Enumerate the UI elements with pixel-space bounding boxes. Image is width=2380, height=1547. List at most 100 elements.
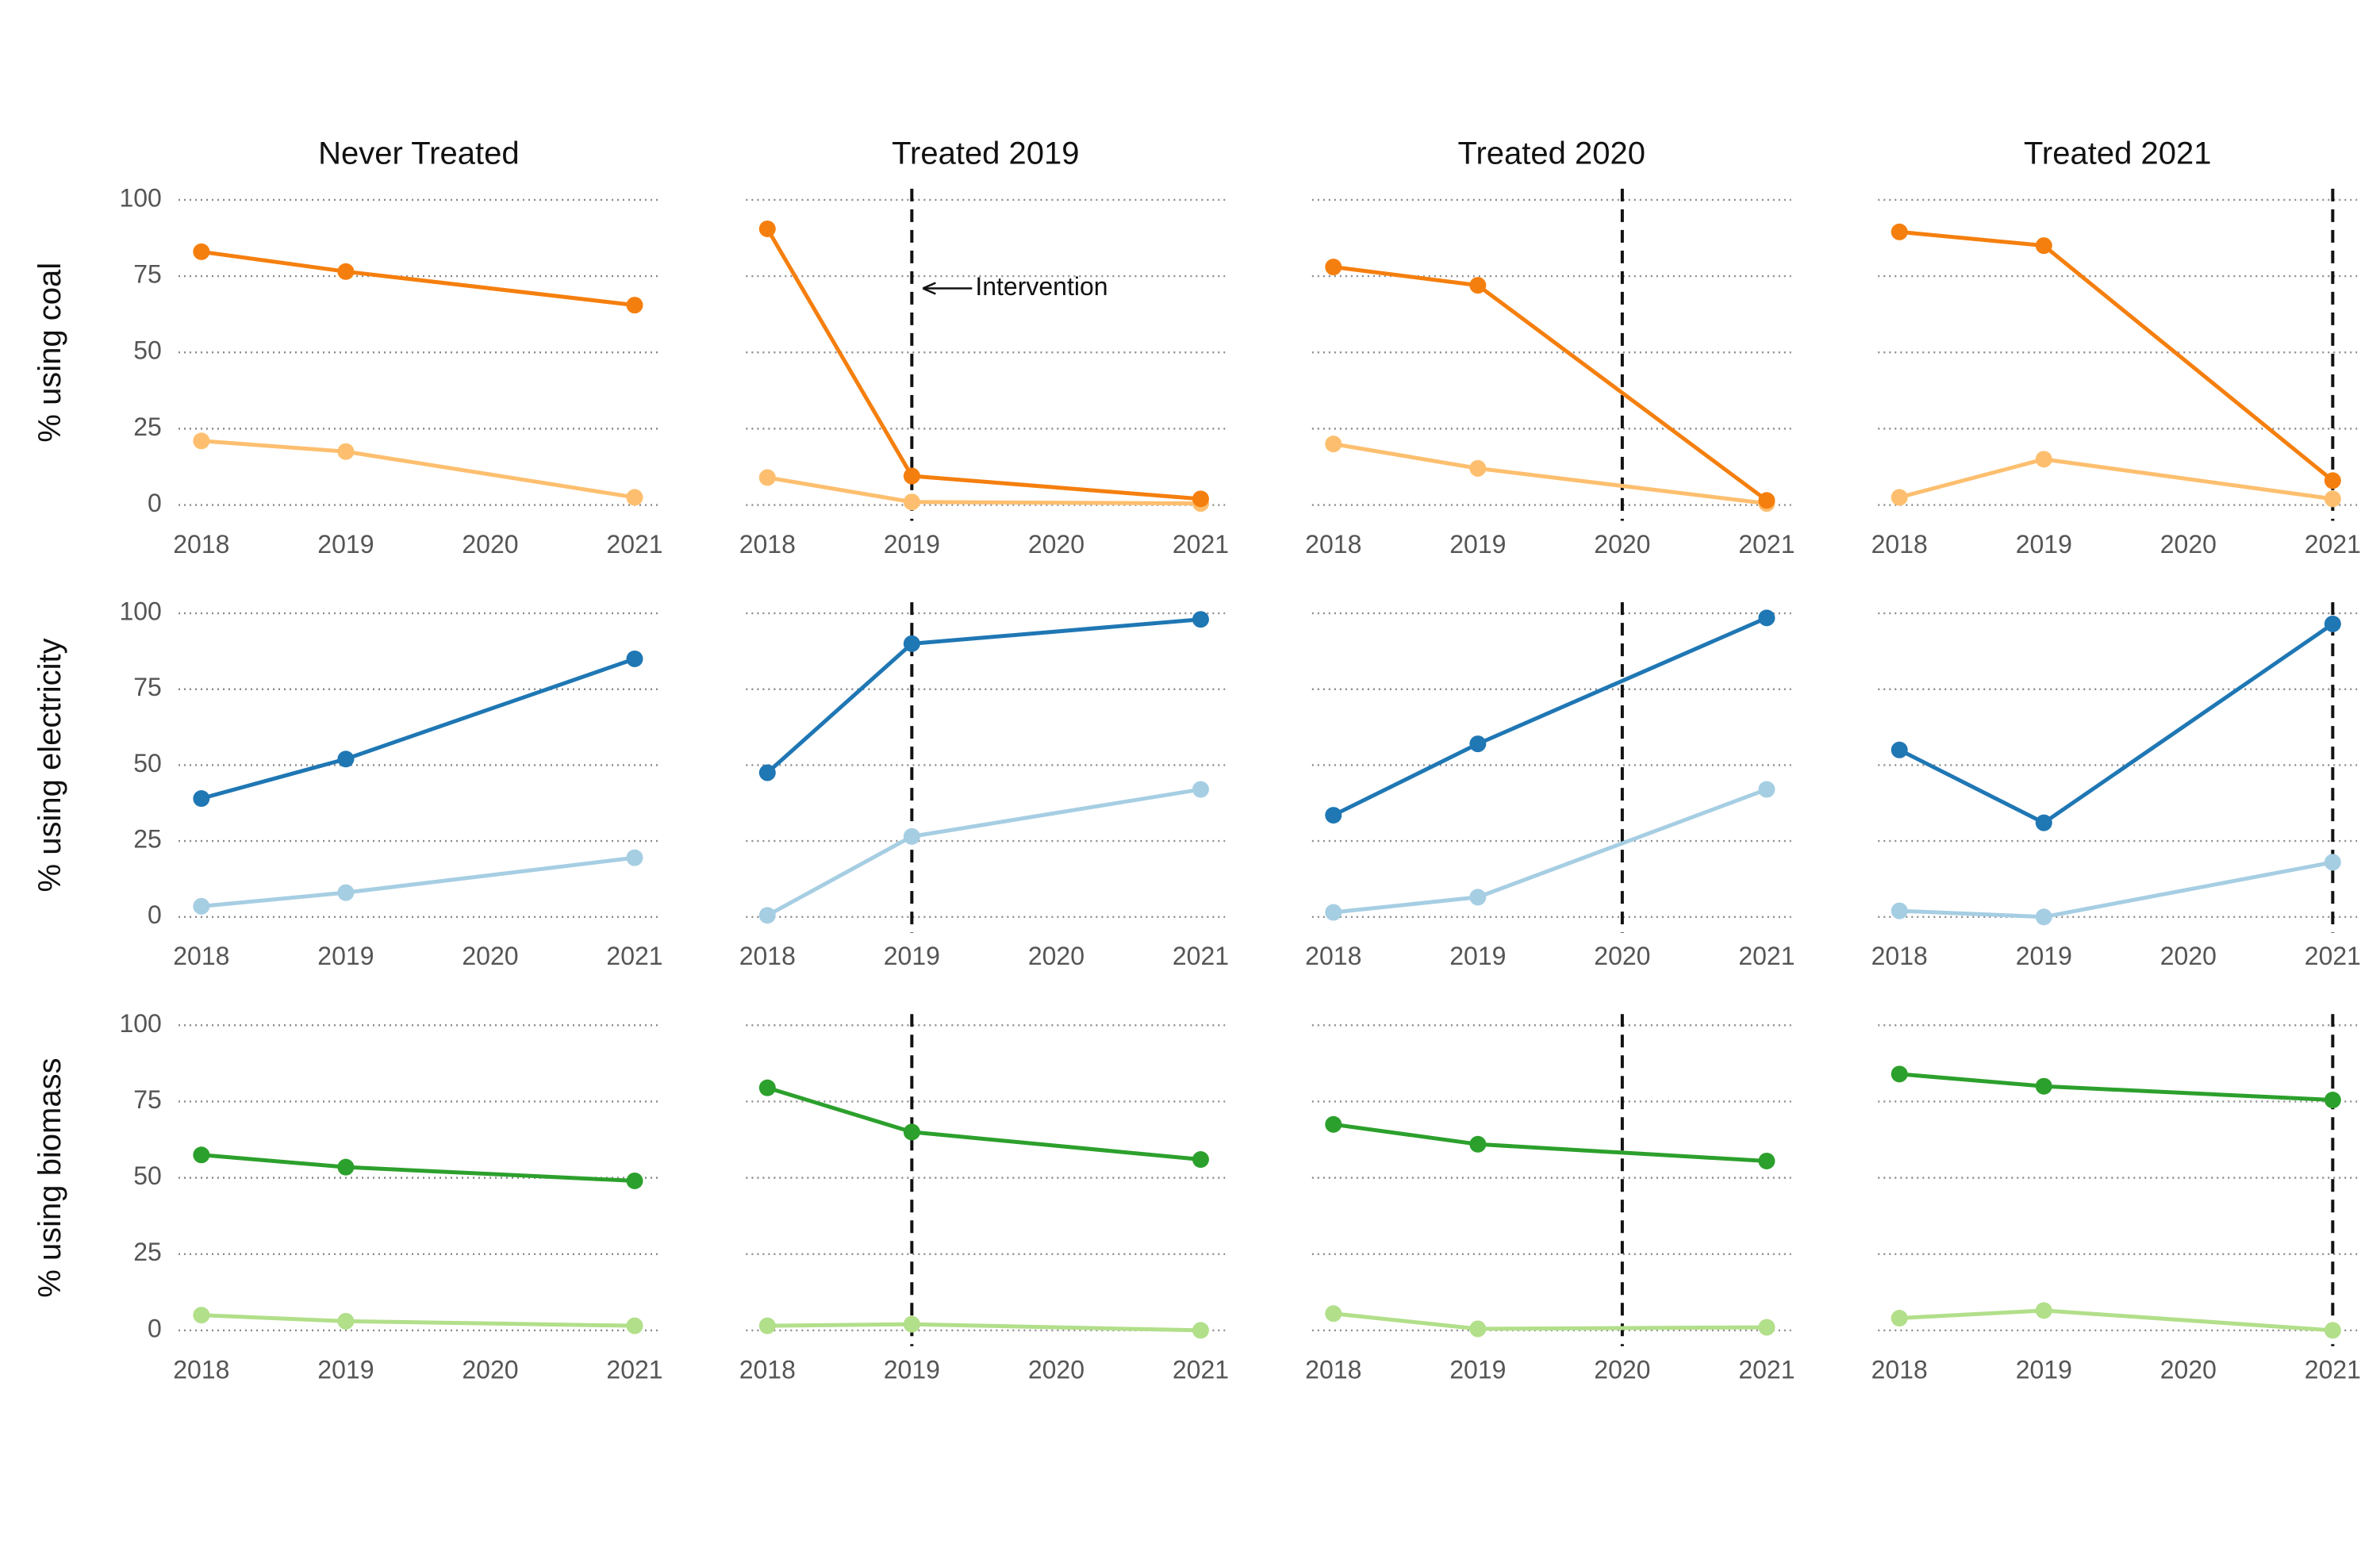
x-tick-label: 2020 xyxy=(462,942,518,970)
data-point-dark xyxy=(1192,611,1209,628)
data-point-light xyxy=(193,897,210,915)
x-tick-label: 2021 xyxy=(606,942,662,970)
y-tick-label: 75 xyxy=(133,1085,162,1114)
x-tick-label: 2019 xyxy=(2016,530,2072,559)
data-point-light xyxy=(337,884,355,901)
x-tick-label: 2019 xyxy=(317,530,374,559)
data-point-light xyxy=(1469,1320,1487,1338)
y-tick-label: 50 xyxy=(133,749,162,777)
data-point-dark xyxy=(1891,741,1908,758)
panel: 2018 2019 2020 2021 xyxy=(1871,188,2361,559)
series-line-light xyxy=(767,1322,1201,1333)
annotation-label: Intervention xyxy=(975,272,1107,301)
y-axis-label: % using biomass xyxy=(33,1058,67,1297)
y-tick-label: 25 xyxy=(133,825,162,854)
data-point-light xyxy=(2035,908,2052,926)
data-point-dark xyxy=(1758,1152,1775,1169)
x-tick-label: 2021 xyxy=(2305,942,2361,970)
data-point-light xyxy=(626,489,643,506)
data-point-dark xyxy=(1758,492,1775,509)
x-tick-label: 2018 xyxy=(1871,1355,1928,1384)
x-tick-label: 2019 xyxy=(2016,1355,2072,1384)
x-tick-label: 2020 xyxy=(2160,942,2217,970)
data-point-dark xyxy=(758,764,776,781)
data-point-dark xyxy=(2324,1092,2341,1109)
data-point-light xyxy=(193,1307,210,1324)
y-tick-label: 50 xyxy=(133,1161,162,1190)
data-point-light xyxy=(758,907,776,924)
x-tick-label: 2018 xyxy=(173,942,229,970)
y-tick-label: 75 xyxy=(133,260,162,289)
data-point-light xyxy=(1758,781,1775,798)
x-tick-label: 2020 xyxy=(1594,530,1650,559)
panel: 2018 2019 2020 2021 xyxy=(739,602,1229,970)
series-line-dark xyxy=(1333,1122,1768,1163)
panel: 2018 2019 2020 2021 Intervention xyxy=(739,188,1229,559)
x-tick-label: 2020 xyxy=(2160,1355,2217,1384)
data-point-light xyxy=(626,1317,643,1334)
x-tick-label: 2020 xyxy=(462,1355,518,1384)
x-tick-label: 2020 xyxy=(1594,1355,1650,1384)
y-tick-label: 100 xyxy=(119,1009,161,1038)
data-point-dark xyxy=(1469,735,1487,753)
series-line-light xyxy=(201,439,635,500)
y-tick-label: 0 xyxy=(148,489,162,517)
data-point-light xyxy=(903,493,920,511)
data-point-dark xyxy=(1891,223,1908,240)
data-point-dark xyxy=(903,1123,920,1141)
data-point-light xyxy=(337,1312,355,1330)
data-point-light xyxy=(758,1317,776,1334)
data-point-light xyxy=(1192,781,1209,798)
data-point-dark xyxy=(903,467,920,485)
x-tick-label: 2021 xyxy=(1173,530,1229,559)
x-tick-label: 2020 xyxy=(1594,942,1650,970)
data-point-dark xyxy=(626,1172,643,1189)
x-tick-label: 2020 xyxy=(1028,942,1084,970)
data-point-dark xyxy=(1325,1115,1342,1133)
x-tick-label: 2019 xyxy=(317,942,374,970)
data-point-light xyxy=(1758,1319,1775,1336)
data-point-dark xyxy=(2035,1077,2052,1095)
data-point-dark xyxy=(1325,807,1342,824)
x-tick-label: 2021 xyxy=(606,1355,662,1384)
y-tick-label: 100 xyxy=(119,183,161,212)
series-line-dark xyxy=(1333,265,1768,502)
x-tick-label: 2019 xyxy=(2016,942,2072,970)
data-point-light xyxy=(193,432,210,450)
x-tick-label: 2021 xyxy=(1738,1355,1795,1384)
x-tick-label: 2018 xyxy=(1871,530,1928,559)
data-point-light xyxy=(1891,1310,1908,1327)
series-line-light xyxy=(766,787,1201,918)
data-point-light xyxy=(2035,451,2052,468)
annotation-arrowhead xyxy=(922,282,936,295)
data-point-light xyxy=(626,849,643,866)
x-tick-label: 2018 xyxy=(1305,942,1361,970)
data-point-dark xyxy=(2035,237,2052,255)
x-tick-label: 2021 xyxy=(1173,942,1229,970)
x-tick-label: 2018 xyxy=(1305,530,1361,559)
column-title: Treated 2020 xyxy=(1458,136,1645,171)
panel: 0 25 50 75 100 2018 2019 2020 2021 xyxy=(119,597,662,971)
x-tick-label: 2020 xyxy=(1028,530,1084,559)
x-tick-label: 2018 xyxy=(739,1355,796,1384)
series-line-light xyxy=(201,855,635,908)
x-tick-label: 2018 xyxy=(1305,1355,1361,1384)
panel: 2018 2019 2020 2021 xyxy=(1305,188,1795,559)
data-point-light xyxy=(1325,436,1342,453)
data-point-light xyxy=(1192,1322,1209,1339)
data-point-light xyxy=(2324,1322,2341,1339)
series-line-dark xyxy=(201,249,635,308)
data-point-light xyxy=(1469,889,1487,906)
data-point-dark xyxy=(626,650,643,667)
series-line-dark xyxy=(1899,1072,2333,1103)
data-point-light xyxy=(903,827,920,845)
x-tick-label: 2021 xyxy=(606,530,662,559)
data-point-dark xyxy=(337,1158,355,1176)
panel: 2018 2019 2020 2021 xyxy=(1305,1014,1795,1384)
series-line-light xyxy=(1899,1308,2333,1333)
x-tick-label: 2018 xyxy=(173,530,229,559)
data-point-dark xyxy=(1325,259,1342,276)
series-line-dark xyxy=(1332,616,1768,817)
series-line-light xyxy=(1333,787,1768,915)
